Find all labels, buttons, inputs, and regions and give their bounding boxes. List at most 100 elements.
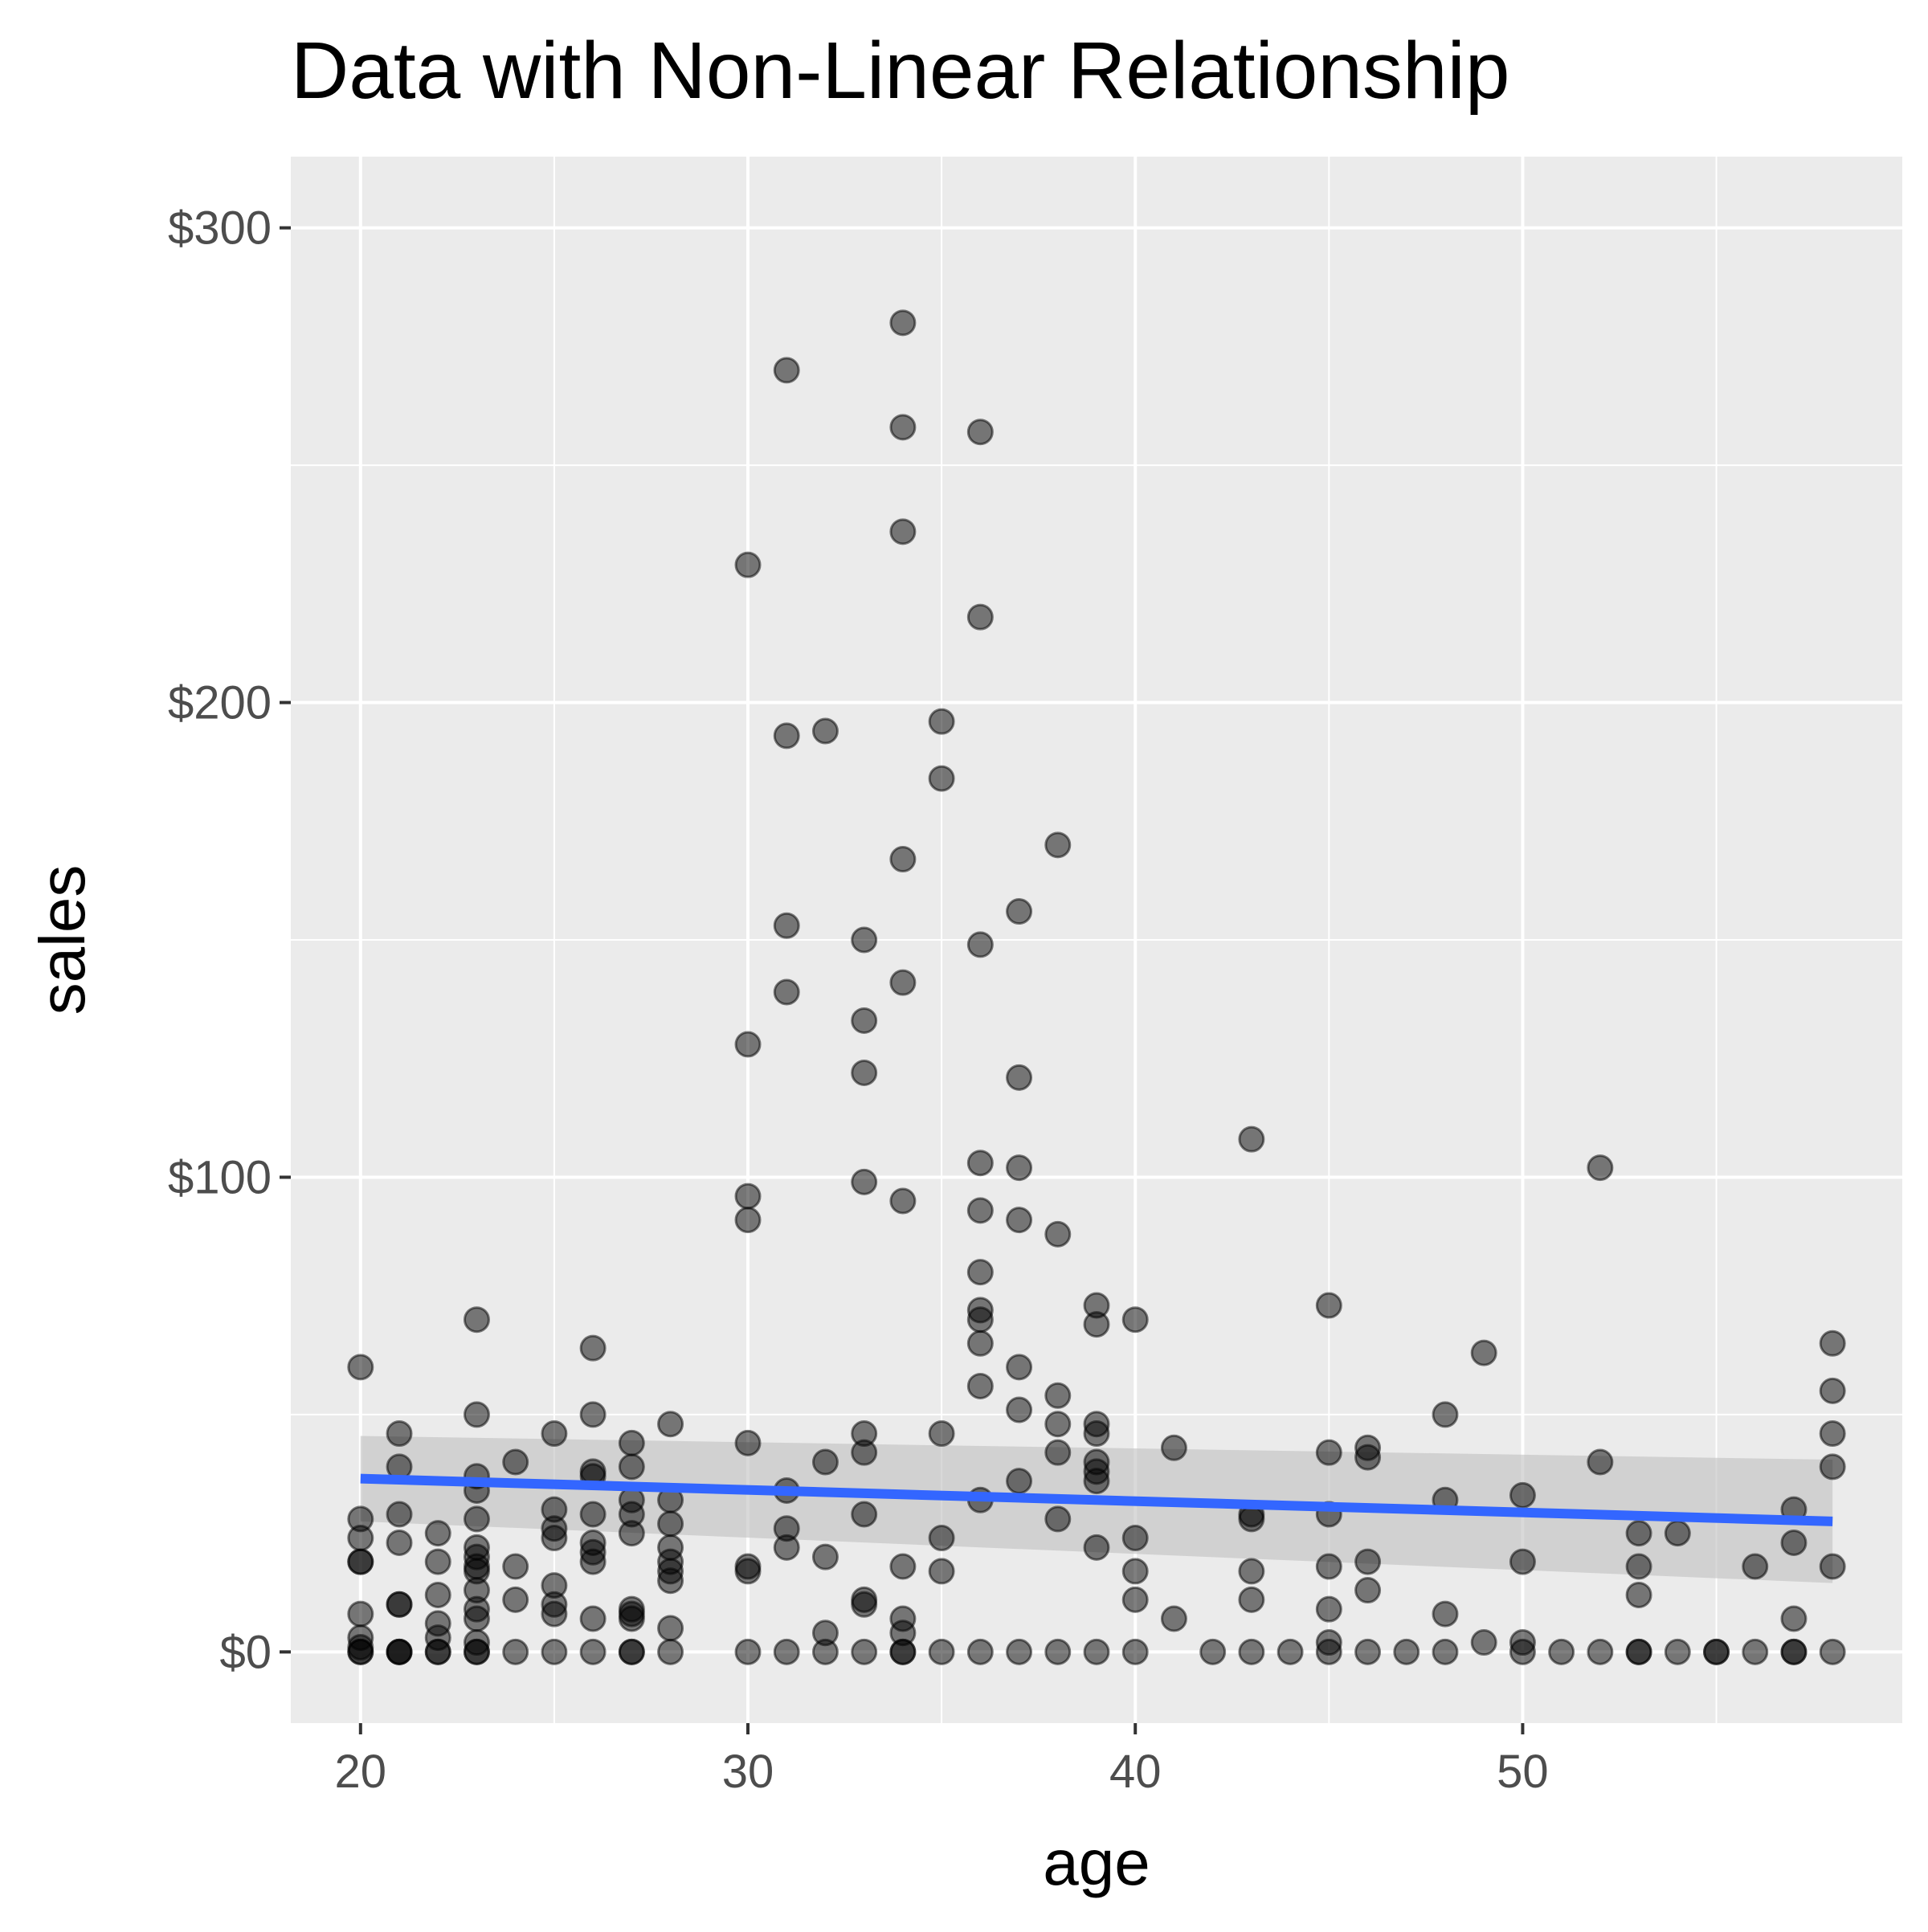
data-point [1006, 1638, 1033, 1665]
data-point [966, 1372, 994, 1399]
data-point [1587, 1448, 1614, 1476]
data-point [1587, 1638, 1614, 1665]
data-point [386, 1591, 413, 1618]
data-point [424, 1638, 451, 1665]
x-tick-label: 40 [1109, 1746, 1162, 1798]
data-point [502, 1638, 529, 1665]
data-point [463, 1605, 490, 1632]
data-point [773, 357, 800, 384]
data-point [463, 1638, 490, 1665]
data-point [1354, 1577, 1382, 1604]
data-point [618, 1453, 645, 1481]
data-point [966, 1197, 994, 1224]
data-point [1238, 1125, 1265, 1153]
data-point [1006, 1064, 1033, 1091]
data-point [657, 1615, 684, 1642]
y-tick-label: $100 [168, 1151, 272, 1203]
data-point [1432, 1600, 1459, 1628]
data-point [966, 931, 994, 958]
data-point [347, 1638, 374, 1665]
data-point [657, 1567, 684, 1595]
data-point [347, 1525, 374, 1552]
data-point [502, 1553, 529, 1580]
data-point [1625, 1553, 1652, 1580]
data-point [889, 1187, 917, 1215]
data-point [734, 551, 762, 578]
data-point [1354, 1548, 1382, 1575]
data-point [1006, 1354, 1033, 1381]
data-point [1160, 1434, 1187, 1461]
data-point [1780, 1529, 1808, 1556]
x-tick-label: 30 [722, 1746, 774, 1798]
data-point [1238, 1558, 1265, 1585]
data-point [1044, 1439, 1072, 1466]
data-point [851, 1007, 878, 1034]
data-point [1509, 1548, 1536, 1575]
data-point [1509, 1638, 1536, 1665]
data-point [579, 1638, 607, 1665]
data-point [1083, 1638, 1110, 1665]
data-point [811, 1638, 839, 1665]
x-tick-label: 20 [335, 1746, 387, 1798]
data-point [579, 1401, 607, 1428]
data-point [424, 1548, 451, 1575]
data-point [657, 1510, 684, 1538]
data-point [541, 1600, 568, 1628]
data-point [463, 1505, 490, 1533]
data-point [1315, 1595, 1342, 1623]
data-point [1742, 1638, 1769, 1665]
y-tick-label: $300 [168, 202, 272, 255]
data-point [347, 1354, 374, 1381]
data-point [851, 1168, 878, 1195]
data-point [579, 1501, 607, 1528]
data-point [734, 1031, 762, 1058]
data-point [1664, 1520, 1691, 1547]
data-point [889, 518, 917, 545]
data-point [657, 1411, 684, 1438]
data-point [1432, 1401, 1459, 1428]
data-point [966, 1306, 994, 1334]
data-point [1121, 1638, 1149, 1665]
data-point [541, 1525, 568, 1552]
chart-title: Data with Non-Linear Relationship [291, 26, 1509, 116]
data-point [347, 1600, 374, 1628]
data-point [1625, 1638, 1652, 1665]
y-axis-title: sales [27, 865, 98, 1015]
minor-gridlines [291, 157, 1902, 1723]
data-point [1121, 1558, 1149, 1585]
data-point [773, 912, 800, 939]
data-point [1044, 1505, 1072, 1533]
data-point [928, 1558, 955, 1585]
data-point [1044, 831, 1072, 859]
data-point [1238, 1586, 1265, 1613]
data-point [1006, 1396, 1033, 1423]
data-point [1780, 1605, 1808, 1632]
data-point [773, 978, 800, 1006]
data-point [1432, 1638, 1459, 1665]
data-point [1044, 1220, 1072, 1248]
data-point [928, 1525, 955, 1552]
data-point [386, 1529, 413, 1556]
data-point [889, 414, 917, 441]
data-point [1393, 1638, 1420, 1665]
y-tick-label: $0 [219, 1626, 272, 1678]
data-point [734, 1182, 762, 1210]
data-point [618, 1638, 645, 1665]
points-layer [347, 309, 1846, 1665]
data-point [1238, 1505, 1265, 1533]
data-point [1315, 1292, 1342, 1319]
data-point [1315, 1439, 1342, 1466]
data-point [1625, 1520, 1652, 1547]
data-point [851, 1059, 878, 1086]
data-point [347, 1548, 374, 1575]
data-point [928, 1420, 955, 1448]
data-point [1819, 1638, 1846, 1665]
data-point [1238, 1638, 1265, 1665]
data-point [889, 969, 917, 996]
data-point [1044, 1411, 1072, 1438]
data-point [1083, 1468, 1110, 1495]
data-point [734, 1207, 762, 1234]
data-point [811, 1448, 839, 1476]
